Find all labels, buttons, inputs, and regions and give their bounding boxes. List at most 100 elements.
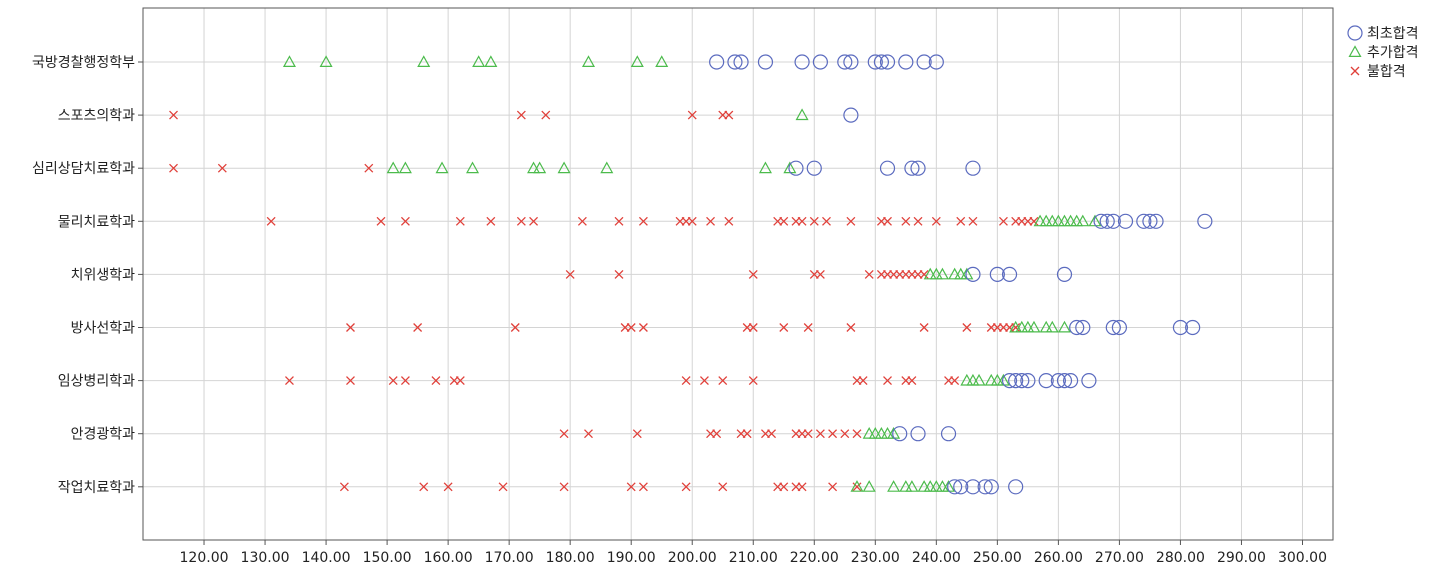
legend-marker xyxy=(1350,66,1360,76)
data-point xyxy=(687,110,697,120)
data-point xyxy=(699,376,709,386)
data-point xyxy=(655,55,669,68)
data-point xyxy=(779,323,789,332)
data-point xyxy=(815,269,825,279)
data-point xyxy=(1008,373,1024,389)
data-point xyxy=(965,266,981,282)
data-point xyxy=(724,110,734,120)
x-tick-label: 170.00 xyxy=(485,550,534,566)
grid-lines xyxy=(143,8,1333,540)
x-tick-label: 140.00 xyxy=(302,550,351,566)
data-point xyxy=(559,482,569,492)
data-point xyxy=(852,429,862,439)
data-point xyxy=(1185,319,1201,336)
data-point xyxy=(758,161,772,174)
data-point xyxy=(935,267,949,280)
category-label: 방사선학과 xyxy=(71,321,136,337)
data-point xyxy=(346,323,355,332)
data-point xyxy=(862,480,876,492)
data-point xyxy=(913,216,923,226)
x-tick-label: 230.00 xyxy=(851,550,900,566)
data-point xyxy=(806,160,822,176)
data-point xyxy=(533,161,547,174)
data-point xyxy=(788,160,804,176)
data-point xyxy=(169,163,178,173)
data-point xyxy=(1020,373,1036,389)
data-point xyxy=(1056,373,1073,389)
data-point xyxy=(916,54,932,70)
x-tick-label: 300.00 xyxy=(1278,550,1327,566)
category-label: 스포츠의학과 xyxy=(58,108,135,124)
data-point xyxy=(840,429,850,439)
data-point xyxy=(983,479,999,495)
data-point xyxy=(455,376,465,386)
data-point xyxy=(815,429,825,439)
data-point xyxy=(712,429,722,439)
data-point xyxy=(898,54,914,70)
axes: 120.00 130.00 140.00 150.00 160.00 170.00 180.… xyxy=(32,55,1327,566)
data-point xyxy=(472,55,486,68)
data-point xyxy=(319,55,333,68)
data-point xyxy=(965,160,981,176)
legend-item: 추가합격 xyxy=(1348,45,1419,61)
data-point xyxy=(1014,373,1030,389)
data-point xyxy=(431,376,441,386)
data-point xyxy=(541,110,551,120)
data-point xyxy=(864,269,874,279)
data-point xyxy=(905,480,919,492)
category-label: 물리치료학과 xyxy=(58,214,135,230)
data-point xyxy=(584,429,593,439)
data-point xyxy=(557,161,571,174)
data-point xyxy=(742,429,752,439)
data-point xyxy=(559,429,569,439)
data-point xyxy=(1011,323,1021,332)
data-point xyxy=(364,163,374,173)
x-tick-label: 260.00 xyxy=(1034,550,1083,566)
data-point xyxy=(1045,320,1059,333)
x-tick-label: 180.00 xyxy=(546,550,595,566)
data-point xyxy=(858,376,868,386)
data-point xyxy=(767,429,777,439)
data-point xyxy=(1105,213,1121,229)
data-point xyxy=(828,482,838,492)
x-tick-label: 190.00 xyxy=(607,550,656,566)
data-point xyxy=(956,216,966,226)
data-point xyxy=(169,110,178,120)
x-tick-label: 120.00 xyxy=(180,550,229,566)
data-point xyxy=(977,479,993,495)
x-tick-label: 290.00 xyxy=(1217,550,1266,566)
data-point xyxy=(1117,213,1134,229)
data-point xyxy=(600,161,614,174)
data-point xyxy=(1099,213,1115,229)
data-point xyxy=(398,161,412,174)
data-point xyxy=(266,216,276,226)
category-label: 심리상담치료학과 xyxy=(32,161,135,177)
data-point xyxy=(999,216,1008,226)
data-point xyxy=(779,216,789,226)
legend-label: 불합격 xyxy=(1367,64,1406,80)
data-point xyxy=(733,54,749,70)
data-point xyxy=(910,160,926,176)
data-point xyxy=(388,376,398,386)
data-point xyxy=(904,160,920,176)
data-point xyxy=(843,54,859,70)
data-point xyxy=(510,323,520,332)
series-0-points xyxy=(709,54,1213,495)
data-point xyxy=(794,54,810,70)
x-tick-label: 150.00 xyxy=(363,550,412,566)
data-point xyxy=(1172,319,1189,336)
data-point xyxy=(1136,213,1152,229)
data-point xyxy=(846,323,856,332)
data-point xyxy=(931,216,941,226)
category-label: 치위생학과 xyxy=(71,267,136,283)
data-marks xyxy=(169,54,1213,495)
data-point xyxy=(718,376,728,386)
data-point xyxy=(466,161,480,174)
data-point xyxy=(809,216,819,226)
x-tick-label: 130.00 xyxy=(241,550,290,566)
data-point xyxy=(687,216,697,226)
data-point xyxy=(638,323,648,332)
data-point xyxy=(1062,373,1079,389)
data-point xyxy=(1142,213,1158,229)
